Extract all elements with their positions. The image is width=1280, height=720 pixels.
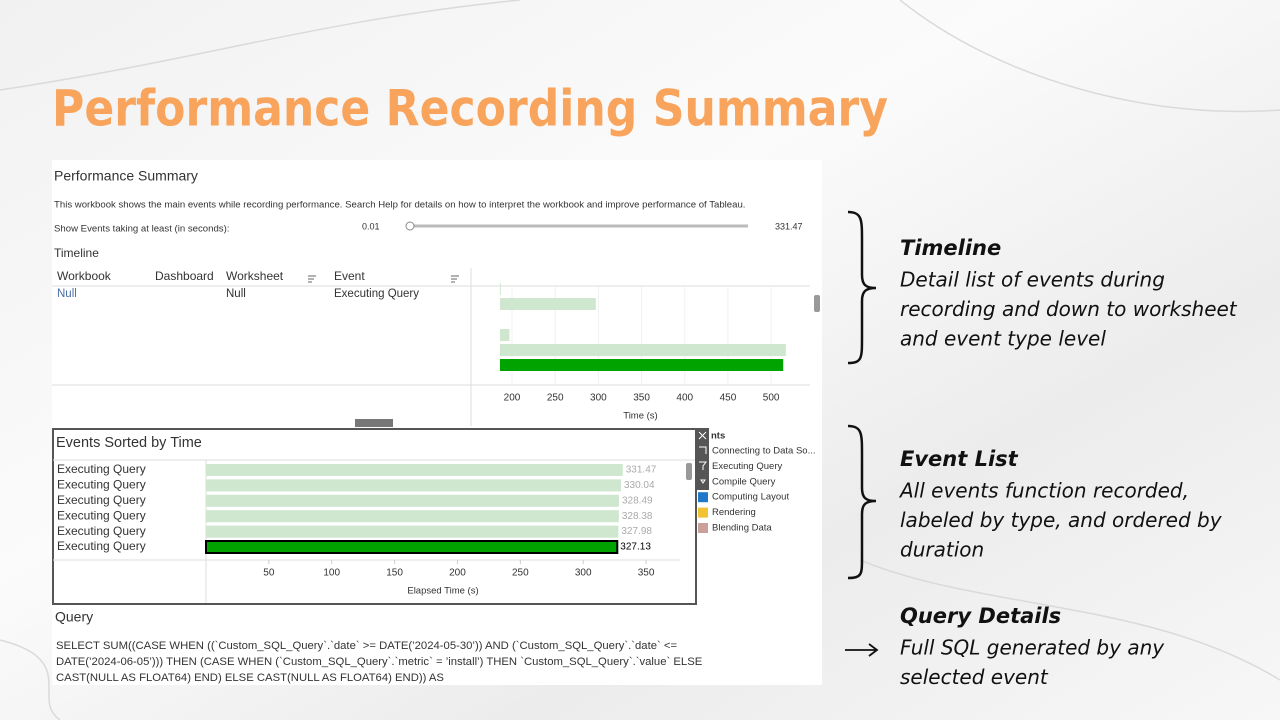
category-label: Executing Query bbox=[57, 478, 146, 492]
query-line: DATE(’2024-06-05’))) THEN (CASE WHEN (`C… bbox=[56, 656, 703, 668]
bar bbox=[206, 479, 621, 492]
x-tick-label: 150 bbox=[386, 568, 403, 579]
category-label: Executing Query bbox=[57, 493, 146, 507]
category-label: Executing Query bbox=[57, 462, 146, 476]
toolbar-icons[interactable] bbox=[698, 431, 707, 484]
column-header[interactable]: Worksheet bbox=[226, 269, 284, 283]
legend-label: Rendering bbox=[712, 507, 756, 518]
slider-handle[interactable] bbox=[405, 221, 415, 231]
x-tick-label: 200 bbox=[504, 393, 521, 404]
x-tick-label: 300 bbox=[575, 568, 592, 579]
workbook-title: Performance Summary bbox=[54, 168, 198, 184]
x-tick-label: 100 bbox=[323, 568, 340, 579]
x-axis-label: Time (s) bbox=[623, 411, 657, 422]
arrow bbox=[845, 643, 879, 657]
legend-label: Computing Layout bbox=[712, 492, 789, 503]
annotation-text: labeled by type, and ordered by bbox=[900, 508, 1223, 532]
legend: Connecting to Data So... Executing Query C… bbox=[698, 446, 816, 534]
brace bbox=[847, 424, 877, 580]
x-tick-label: 500 bbox=[763, 393, 780, 404]
chart-title: Events Sorted by Time bbox=[56, 435, 202, 451]
value-label: 327.98 bbox=[621, 526, 652, 537]
value-label: 331.47 bbox=[626, 465, 657, 476]
bar bbox=[206, 525, 619, 538]
value-label: 328.38 bbox=[622, 511, 653, 522]
bar bbox=[206, 510, 619, 523]
annotation-text: All events function recorded, bbox=[898, 479, 1189, 503]
x-tick-label: 450 bbox=[720, 393, 737, 404]
gantt-bar bbox=[499, 359, 784, 371]
legend-heading: nts bbox=[711, 431, 725, 442]
gantt-bar bbox=[499, 283, 501, 295]
annotation-title: Event List bbox=[900, 447, 1019, 471]
query-line: CAST(NULL AS FLOAT64) END) ELSE CAST(NUL… bbox=[56, 672, 444, 684]
legend-label: Blending Data bbox=[712, 523, 772, 534]
annotation-text: recording and down to worksheet bbox=[900, 297, 1238, 321]
toolbar[interactable] bbox=[696, 428, 709, 490]
gantt-bar bbox=[499, 298, 596, 310]
value-label: 328.49 bbox=[622, 495, 653, 506]
annotation-text: Full SQL generated by any bbox=[900, 636, 1165, 660]
query-heading: Query bbox=[55, 609, 93, 625]
value-label: 327.13 bbox=[620, 542, 651, 553]
scrollbar[interactable] bbox=[686, 463, 692, 480]
legend-swatch bbox=[698, 492, 708, 503]
legend-label: Executing Query bbox=[712, 461, 782, 472]
annotation-text: selected event bbox=[900, 665, 1049, 689]
cell[interactable]: Executing Query bbox=[334, 288, 419, 300]
slide-title: Performance Recording Summary bbox=[52, 80, 888, 138]
sort-icon[interactable] bbox=[308, 275, 459, 283]
x-tick-label: 400 bbox=[676, 393, 693, 404]
gantt-bar bbox=[499, 329, 510, 341]
bar bbox=[206, 464, 623, 476]
category-label: Executing Query bbox=[57, 508, 146, 522]
legend-swatch bbox=[698, 523, 708, 533]
annotation-title: Timeline bbox=[900, 236, 1001, 260]
scrollbar[interactable] bbox=[814, 295, 820, 312]
annotations: Timeline Detail list of events during reco… bbox=[898, 236, 1238, 689]
legend-label: Connecting to Data So... bbox=[712, 446, 816, 457]
legend-swatch bbox=[698, 507, 708, 518]
category-label: Executing Query bbox=[57, 539, 146, 553]
screenshot bbox=[52, 160, 822, 685]
annotation-title: Query Details bbox=[900, 604, 1061, 628]
annotation-text: and event type level bbox=[900, 327, 1106, 351]
value-label: 330.04 bbox=[624, 480, 655, 491]
x-tick-label: 250 bbox=[512, 568, 529, 579]
category-label: Executing Query bbox=[57, 524, 146, 538]
column-header[interactable]: Event bbox=[334, 269, 365, 283]
query-line: SELECT SUM((CASE WHEN ((`Custom_SQL_Quer… bbox=[56, 640, 677, 652]
x-tick-label: 250 bbox=[547, 393, 564, 404]
column-header[interactable]: Dashboard bbox=[155, 269, 214, 283]
cell[interactable]: Null bbox=[226, 288, 246, 300]
splitter[interactable] bbox=[355, 419, 393, 427]
x-tick-label: 50 bbox=[263, 568, 275, 579]
description: This workbook shows the main events whil… bbox=[54, 200, 745, 211]
timeline-heading: Timeline bbox=[54, 246, 99, 260]
annotation-text: duration bbox=[900, 538, 984, 562]
filter-max: 331.47 bbox=[775, 221, 803, 231]
filter-label: Show Events taking at least (in seconds)… bbox=[54, 224, 229, 235]
x-axis-label: Elapsed Time (s) bbox=[407, 586, 478, 597]
bar bbox=[206, 494, 620, 507]
x-tick-label: 350 bbox=[633, 393, 650, 404]
column-header[interactable]: Workbook bbox=[57, 269, 112, 283]
brace bbox=[847, 210, 877, 365]
x-tick-label: 300 bbox=[590, 393, 607, 404]
cell[interactable]: Null bbox=[57, 288, 77, 300]
x-tick-label: 350 bbox=[638, 568, 655, 579]
filter-min: 0.01 bbox=[362, 221, 380, 231]
annotation-text: Detail list of events during bbox=[900, 268, 1165, 292]
x-tick-label: 200 bbox=[449, 568, 466, 579]
bar bbox=[205, 540, 619, 554]
legend-label: Compile Query bbox=[712, 476, 776, 487]
gantt-bar bbox=[499, 344, 786, 356]
